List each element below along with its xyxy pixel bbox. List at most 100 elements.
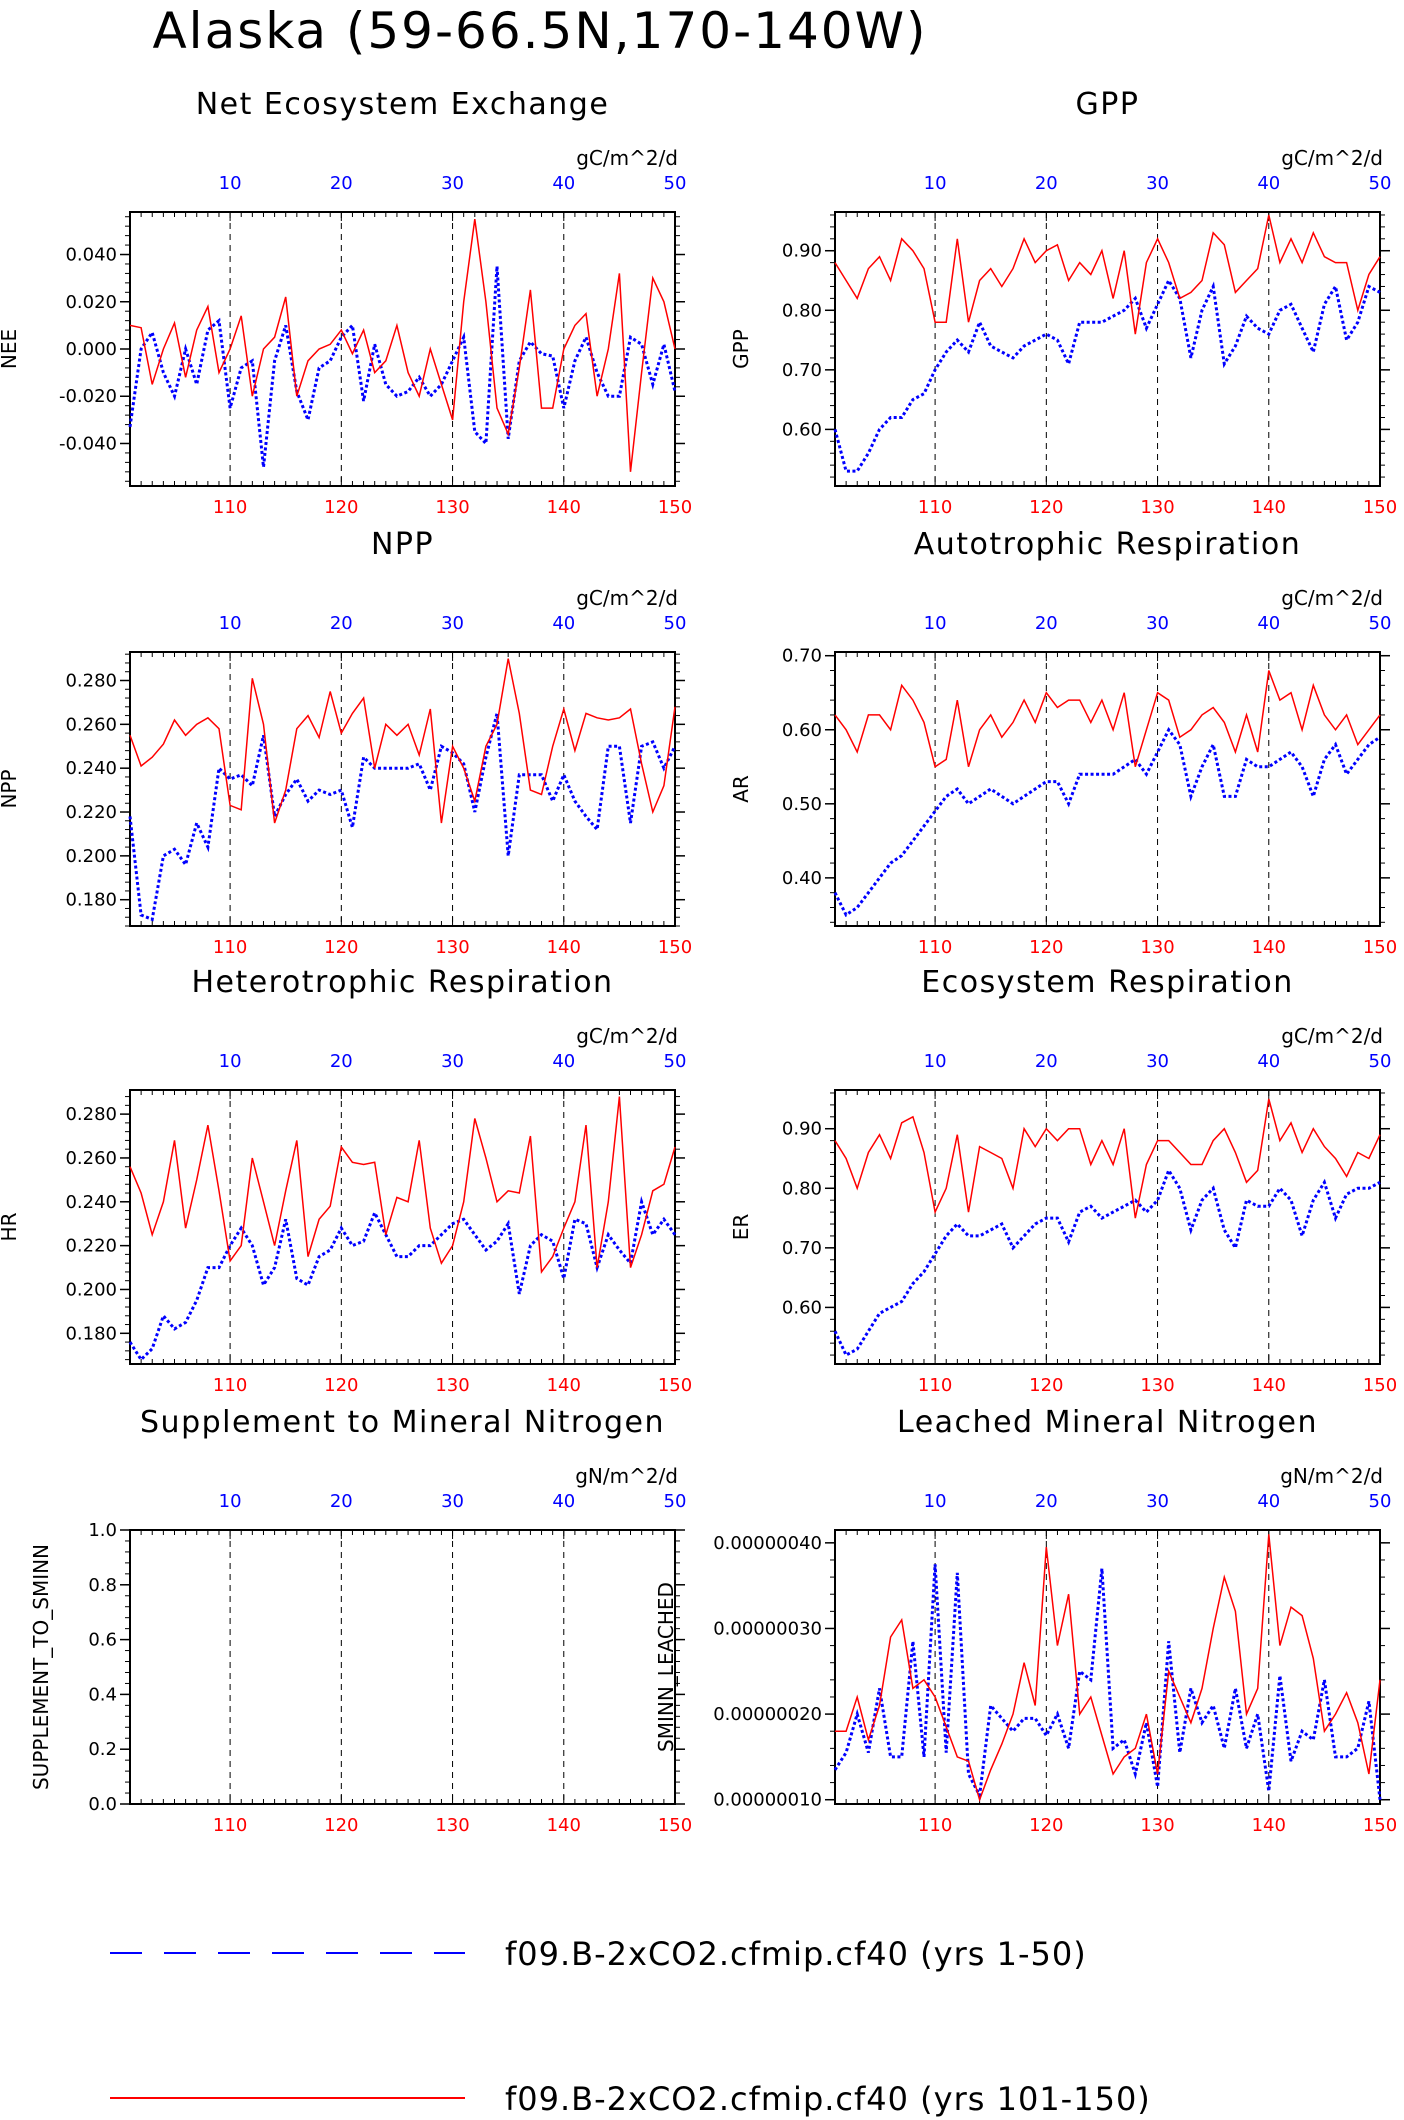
y-tick-label: 0.6 <box>88 1630 117 1651</box>
panel-6: Ecosystem Respiration gC/m^2/d 110 120 130 14… <box>729 965 1397 1396</box>
x-tick-label: 150 <box>1363 1375 1397 1396</box>
panels-group: Net Ecosystem Exchange gC/m^2/d 110 120 130 1… <box>0 87 1397 1836</box>
series-line-yrs-101-150 <box>834 1098 1381 1219</box>
series-line-yrs-101-150 <box>834 214 1381 335</box>
x-tick-label: 140 <box>547 1815 581 1836</box>
x-top-tick-label: 20 <box>1035 1051 1058 1072</box>
y-tick-label: 0.40 <box>782 868 822 889</box>
panel-title: Ecosystem Respiration <box>921 965 1293 1000</box>
legend-label-series-b: f09.B-2xCO2.cfmip.cf40 (yrs 101-150) <box>505 2080 1151 2118</box>
y-axis-label: NPP <box>0 769 21 808</box>
x-tick-label: 120 <box>324 1815 358 1836</box>
panel-4: Autotrophic Respiration gC/m^2/d 110 120 130… <box>729 527 1397 958</box>
plot-frame <box>834 211 1381 487</box>
y-tick-label: -0.020 <box>59 386 117 407</box>
y-tick-label: 0.0 <box>88 1794 117 1815</box>
x-top-tick-label: 10 <box>219 173 242 194</box>
plot-frame <box>129 651 676 927</box>
y-tick-label: 0.040 <box>65 245 117 266</box>
panel-7: Supplement to Mineral Nitrogen gN/m^2/d 11… <box>29 1405 692 1836</box>
x-top-tick-label: 40 <box>1257 1491 1280 1512</box>
y-tick-label: 0.280 <box>65 1104 117 1125</box>
y-tick-label: 0.8 <box>88 1575 117 1596</box>
y-tick-label: 0.200 <box>65 846 117 867</box>
panel-title: GPP <box>1076 87 1140 122</box>
units-label: gN/m^2/d <box>575 1464 678 1488</box>
series-line-yrs-101-150 <box>835 1534 1381 1803</box>
series-line-yrs-1-50 <box>128 266 677 468</box>
units-label: gC/m^2/d <box>1281 1024 1383 1048</box>
y-tick-label: -0.040 <box>59 433 117 454</box>
y-tick-label: 0.00000020 <box>713 1704 822 1725</box>
y-tick-label: 0.260 <box>65 1148 117 1169</box>
units-label: gC/m^2/d <box>1281 146 1383 170</box>
legend-label-series-a: f09.B-2xCO2.cfmip.cf40 (yrs 1-50) <box>505 1935 1087 1973</box>
x-tick-label: 150 <box>1363 1815 1397 1836</box>
y-axis-label: SMINN_LEACHED <box>654 1582 678 1752</box>
units-label: gC/m^2/d <box>576 146 678 170</box>
panel-1: Net Ecosystem Exchange gC/m^2/d 110 120 130 1… <box>0 87 692 518</box>
x-top-tick-label: 50 <box>1369 613 1392 634</box>
x-tick-label: 120 <box>1029 497 1063 518</box>
x-top-tick-label: 20 <box>330 613 353 634</box>
x-tick-label: 110 <box>213 937 247 958</box>
x-tick-label: 130 <box>1140 1375 1174 1396</box>
series-line-yrs-1-50 <box>833 726 1381 918</box>
series-line-yrs-101-150 <box>129 1096 676 1274</box>
x-tick-label: 110 <box>213 1375 247 1396</box>
series-line-yrs-1-50 <box>128 713 677 922</box>
x-top-tick-label: 20 <box>330 1491 353 1512</box>
x-top-tick-label: 50 <box>1369 1491 1392 1512</box>
y-tick-label: 0.2 <box>88 1739 117 1760</box>
x-top-tick-label: 20 <box>330 173 353 194</box>
y-tick-label: 0.240 <box>65 758 117 779</box>
x-tick-label: 140 <box>547 937 581 958</box>
x-top-tick-label: 10 <box>219 1051 242 1072</box>
x-tick-label: 110 <box>918 497 952 518</box>
x-tick-label: 120 <box>1029 937 1063 958</box>
x-tick-label: 110 <box>213 497 247 518</box>
x-tick-label: 140 <box>547 497 581 518</box>
y-tick-label: 1.0 <box>88 1520 117 1541</box>
x-top-tick-label: 40 <box>552 613 575 634</box>
panel-title: Net Ecosystem Exchange <box>196 87 610 122</box>
x-top-tick-label: 10 <box>924 1491 947 1512</box>
panel-title: Autotrophic Respiration <box>914 527 1302 562</box>
x-tick-label: 110 <box>918 937 952 958</box>
x-top-tick-label: 30 <box>1146 1491 1169 1512</box>
y-tick-label: 0.60 <box>782 720 822 741</box>
x-tick-label: 120 <box>1029 1375 1063 1396</box>
y-tick-label: 0.000 <box>65 339 117 360</box>
x-tick-label: 130 <box>1140 1815 1174 1836</box>
x-tick-label: 140 <box>1252 1815 1286 1836</box>
x-top-tick-label: 50 <box>1369 1051 1392 1072</box>
x-top-tick-label: 40 <box>552 1051 575 1072</box>
y-axis-label: AR <box>729 775 753 803</box>
series-line-yrs-101-150 <box>834 670 1381 769</box>
y-axis-label: SUPPLEMENT_TO_SMINN <box>29 1544 53 1790</box>
x-tick-label: 120 <box>324 497 358 518</box>
y-tick-label: 0.00000040 <box>713 1533 822 1554</box>
units-label: gC/m^2/d <box>1281 586 1383 610</box>
x-top-tick-label: 10 <box>924 1051 947 1072</box>
x-top-tick-label: 40 <box>1257 173 1280 194</box>
y-tick-label: 0.60 <box>782 419 822 440</box>
x-tick-label: 150 <box>658 497 692 518</box>
x-tick-label: 130 <box>1140 497 1174 518</box>
panel-8: Leached Mineral Nitrogen gN/m^2/d 110 120 13… <box>654 1405 1397 1836</box>
x-tick-label: 130 <box>435 1815 469 1836</box>
y-axis-label: GPP <box>729 329 753 369</box>
y-tick-label: 0.00000010 <box>713 1790 822 1811</box>
series-line-yrs-1-50 <box>128 1195 677 1362</box>
x-top-tick-label: 20 <box>330 1051 353 1072</box>
x-top-tick-label: 20 <box>1035 1491 1058 1512</box>
x-tick-label: 130 <box>435 1375 469 1396</box>
y-tick-label: 0.60 <box>782 1297 822 1318</box>
y-tick-label: 0.70 <box>782 1238 822 1259</box>
x-top-tick-label: 30 <box>1146 1051 1169 1072</box>
y-tick-label: 0.70 <box>782 646 822 667</box>
x-tick-label: 150 <box>1363 497 1397 518</box>
x-top-tick-label: 40 <box>552 1491 575 1512</box>
x-top-tick-label: 40 <box>1257 1051 1280 1072</box>
y-tick-label: 0.90 <box>782 1119 822 1140</box>
